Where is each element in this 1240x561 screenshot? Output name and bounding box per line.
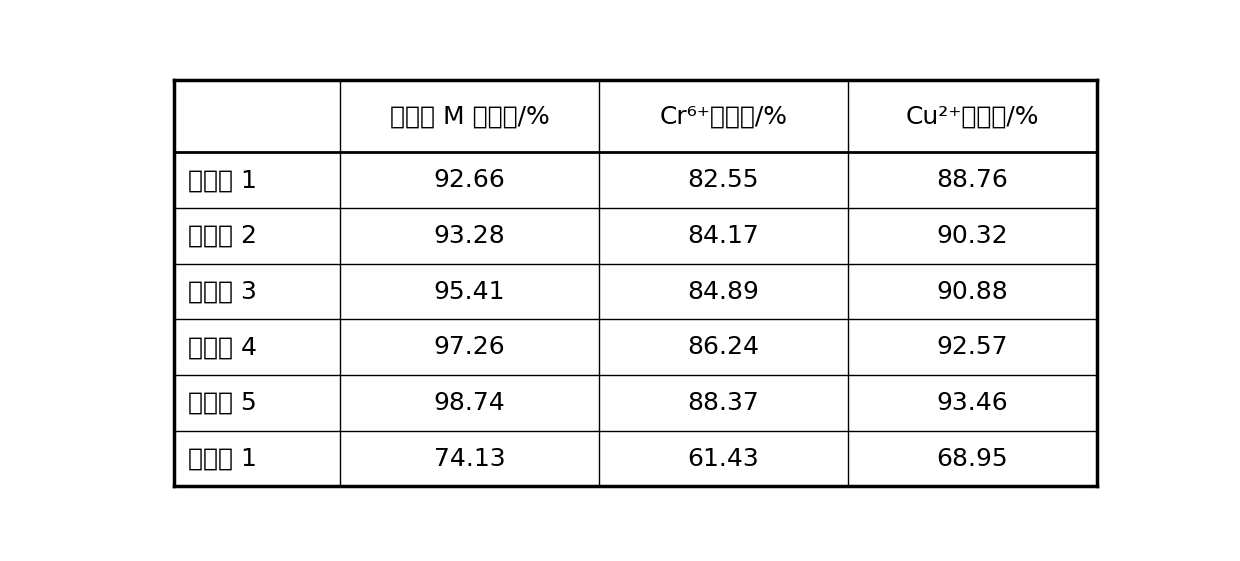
Text: 90.88: 90.88 <box>936 279 1008 304</box>
Text: 90.32: 90.32 <box>936 224 1008 248</box>
Text: 92.57: 92.57 <box>936 335 1008 359</box>
Text: 98.74: 98.74 <box>434 391 506 415</box>
Text: 88.76: 88.76 <box>936 168 1008 192</box>
Text: 活性蓝 M 吸附率/%: 活性蓝 M 吸附率/% <box>389 104 549 128</box>
Text: 92.66: 92.66 <box>434 168 506 192</box>
Text: 实施例 5: 实施例 5 <box>187 391 257 415</box>
Text: 实施例 2: 实施例 2 <box>187 224 257 248</box>
Text: 95.41: 95.41 <box>434 279 505 304</box>
Text: 84.17: 84.17 <box>687 224 759 248</box>
Text: 实施例 1: 实施例 1 <box>187 168 257 192</box>
Text: 82.55: 82.55 <box>687 168 759 192</box>
Text: 对比例 1: 对比例 1 <box>187 447 257 471</box>
Text: 68.95: 68.95 <box>936 447 1008 471</box>
Text: 93.28: 93.28 <box>434 224 506 248</box>
Text: 88.37: 88.37 <box>687 391 759 415</box>
Text: 61.43: 61.43 <box>687 447 759 471</box>
Text: 97.26: 97.26 <box>434 335 506 359</box>
Text: 实施例 3: 实施例 3 <box>187 279 257 304</box>
Text: 74.13: 74.13 <box>434 447 505 471</box>
Text: 86.24: 86.24 <box>687 335 759 359</box>
Text: 实施例 4: 实施例 4 <box>187 335 257 359</box>
Text: 84.89: 84.89 <box>687 279 759 304</box>
Text: 93.46: 93.46 <box>936 391 1008 415</box>
Text: Cu²⁺吸附率/%: Cu²⁺吸附率/% <box>905 104 1039 128</box>
Text: Cr⁶⁺吸附率/%: Cr⁶⁺吸附率/% <box>660 104 787 128</box>
